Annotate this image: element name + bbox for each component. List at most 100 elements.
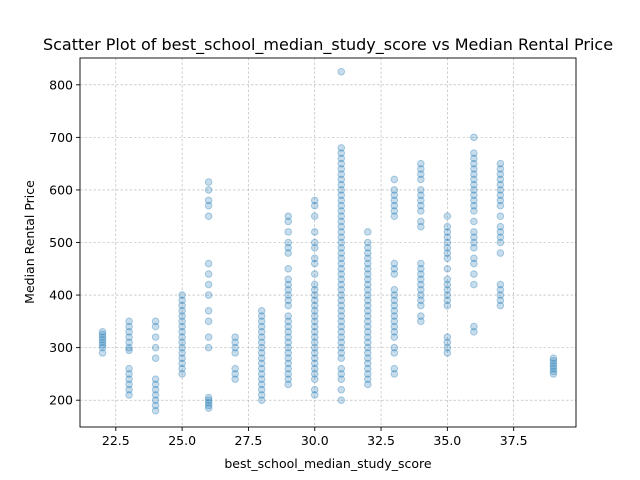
data-point: [470, 180, 478, 189]
data-point: [310, 301, 319, 310]
data-point: [496, 301, 505, 310]
data-point: [98, 338, 107, 347]
data-point: [443, 286, 452, 294]
data-point: [390, 312, 399, 320]
data-point: [310, 359, 319, 368]
data-point: [310, 307, 319, 315]
data-point: [310, 259, 319, 268]
data-point: [204, 393, 213, 402]
data-point: [98, 349, 107, 357]
data-point: [496, 159, 505, 168]
data-point: [151, 401, 160, 410]
data-point: [337, 249, 346, 257]
data-point: [284, 349, 293, 357]
data-point: [257, 375, 266, 383]
data-point: [443, 349, 452, 357]
data-point: [417, 296, 425, 305]
data-point: [337, 149, 346, 157]
data-point: [363, 312, 372, 320]
data-point: [257, 396, 266, 404]
data-point: [204, 196, 213, 205]
data-point: [284, 291, 293, 299]
data-point: [284, 333, 293, 341]
data-point: [363, 254, 372, 263]
data-point: [390, 317, 399, 326]
data-point: [204, 201, 213, 210]
data-point: [284, 275, 293, 284]
data-point: [390, 196, 399, 205]
data-point: [284, 328, 293, 336]
data-point: [310, 364, 319, 373]
data-point: [98, 328, 107, 336]
data-point: [470, 243, 478, 252]
data-point: [337, 280, 346, 289]
data-point: [337, 207, 346, 215]
data-point: [470, 217, 478, 226]
data-point: [496, 222, 505, 231]
data-point: [363, 317, 372, 326]
data-point: [257, 385, 266, 394]
data-point: [257, 317, 266, 326]
data-point: [390, 212, 399, 221]
data-point: [417, 312, 425, 320]
data-point: [363, 343, 372, 352]
data-point: [284, 317, 293, 326]
data-point: [443, 280, 452, 289]
data-point: [337, 312, 346, 320]
data-point: [417, 170, 425, 178]
data-point: [417, 264, 425, 273]
data-point: [310, 196, 319, 205]
data-point: [125, 380, 133, 389]
data-point: [98, 335, 107, 344]
data-point: [470, 238, 478, 247]
data-point: [310, 296, 319, 305]
data-point: [204, 399, 213, 407]
data-point: [310, 343, 319, 352]
y-tick-label: 700: [49, 130, 73, 145]
y-tick-label: 300: [49, 340, 73, 355]
data-point: [337, 307, 346, 315]
data-point: [337, 301, 346, 310]
data-point: [337, 180, 346, 189]
data-point: [284, 280, 293, 289]
data-point: [363, 275, 372, 284]
data-point: [310, 338, 319, 347]
data-point: [443, 233, 452, 242]
data-point: [337, 275, 346, 284]
data-point: [310, 280, 319, 289]
data-point: [470, 328, 478, 336]
data-point: [257, 307, 266, 315]
data-point: [178, 343, 186, 352]
data-point: [284, 238, 293, 247]
data-point: [310, 317, 319, 326]
data-point: [178, 317, 186, 326]
data-point: [151, 391, 160, 399]
data-point: [496, 280, 505, 289]
data-point: [310, 312, 319, 320]
data-point: [390, 259, 399, 268]
data-point: [363, 243, 372, 252]
data-point: [284, 370, 293, 378]
data-point: [363, 270, 372, 278]
data-point: [417, 196, 425, 205]
data-point: [204, 291, 213, 299]
data-point: [310, 391, 319, 399]
data-point: [178, 354, 186, 362]
data-point: [151, 375, 160, 383]
data-point: [151, 406, 160, 415]
data-point: [417, 186, 425, 194]
data-point: [443, 291, 452, 299]
data-point: [496, 212, 505, 221]
data-point: [284, 354, 293, 362]
data-point: [257, 343, 266, 352]
data-point: [310, 238, 319, 247]
data-point: [417, 207, 425, 215]
data-point: [337, 186, 346, 194]
data-point: [151, 322, 160, 331]
data-point: [125, 364, 133, 373]
data-point: [470, 322, 478, 331]
data-point: [417, 201, 425, 210]
data-point: [337, 343, 346, 352]
data-point: [390, 201, 399, 210]
